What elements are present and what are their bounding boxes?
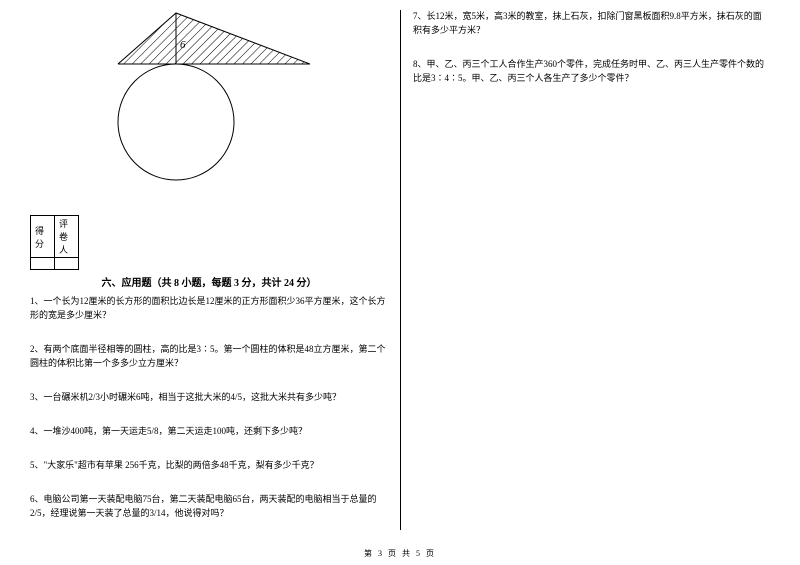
score-table: 得分 评卷人 [30, 215, 79, 270]
question-5: 5、"大家乐"超市有苹果 256千克，比梨的两倍多48千克，梨有多少千克？ [30, 459, 388, 473]
left-column: 6 6 得分 评卷人 六、应用题（共 8 小题，每题 3 分，共计 24 分） … [30, 10, 400, 530]
question-3: 3、一台碾米机2/3小时碾米6吨，相当于这批大米的4/5，这批大米共有多少吨？ [30, 391, 388, 405]
section-title: 六、应用题（共 8 小题，每题 3 分，共计 24 分） [30, 274, 388, 289]
question-7: 7、长12米，宽5米，高3米的教室，抹上石灰，扣除门窗黑板面积9.8平方米，抹石… [413, 10, 770, 38]
grader-label: 评卷人 [55, 216, 79, 258]
question-2: 2、有两个底面半径相等的圆柱，高的比是3∶5。第一个圆柱的体积是48立方厘米，第… [30, 343, 388, 371]
geometry-diagram: 6 6 [50, 10, 310, 185]
question-8: 8、甲、乙、丙三个工人合作生产360个零件，完成任务时甲、乙、丙三人生产零件个数… [413, 58, 770, 86]
question-6: 6、电脑公司第一天装配电脑75台，第二天装配电脑65台，两天装配的电脑相当于总量… [30, 493, 388, 521]
page-footer: 第 3 页 共 5 页 [0, 548, 800, 559]
right-column: 7、长12米，宽5米，高3米的教室，抹上石灰，扣除门窗黑板面积9.8平方米，抹石… [400, 10, 770, 530]
diagram-label-top: 6 [236, 10, 242, 12]
question-4: 4、一堆沙400吨，第一天运走5/8，第二天运走100吨，还剩下多少吨？ [30, 425, 388, 439]
grader-blank [55, 258, 79, 270]
diagram-label-mid: 6 [180, 39, 186, 51]
question-1: 1、一个长为12厘米的长方形的面积比边长是12厘米的正方形面积少36平方厘米，这… [30, 295, 388, 323]
exam-page: 6 6 得分 评卷人 六、应用题（共 8 小题，每题 3 分，共计 24 分） … [0, 0, 800, 565]
score-blank [31, 258, 55, 270]
score-label: 得分 [31, 216, 55, 258]
column-container: 6 6 得分 评卷人 六、应用题（共 8 小题，每题 3 分，共计 24 分） … [30, 10, 770, 530]
